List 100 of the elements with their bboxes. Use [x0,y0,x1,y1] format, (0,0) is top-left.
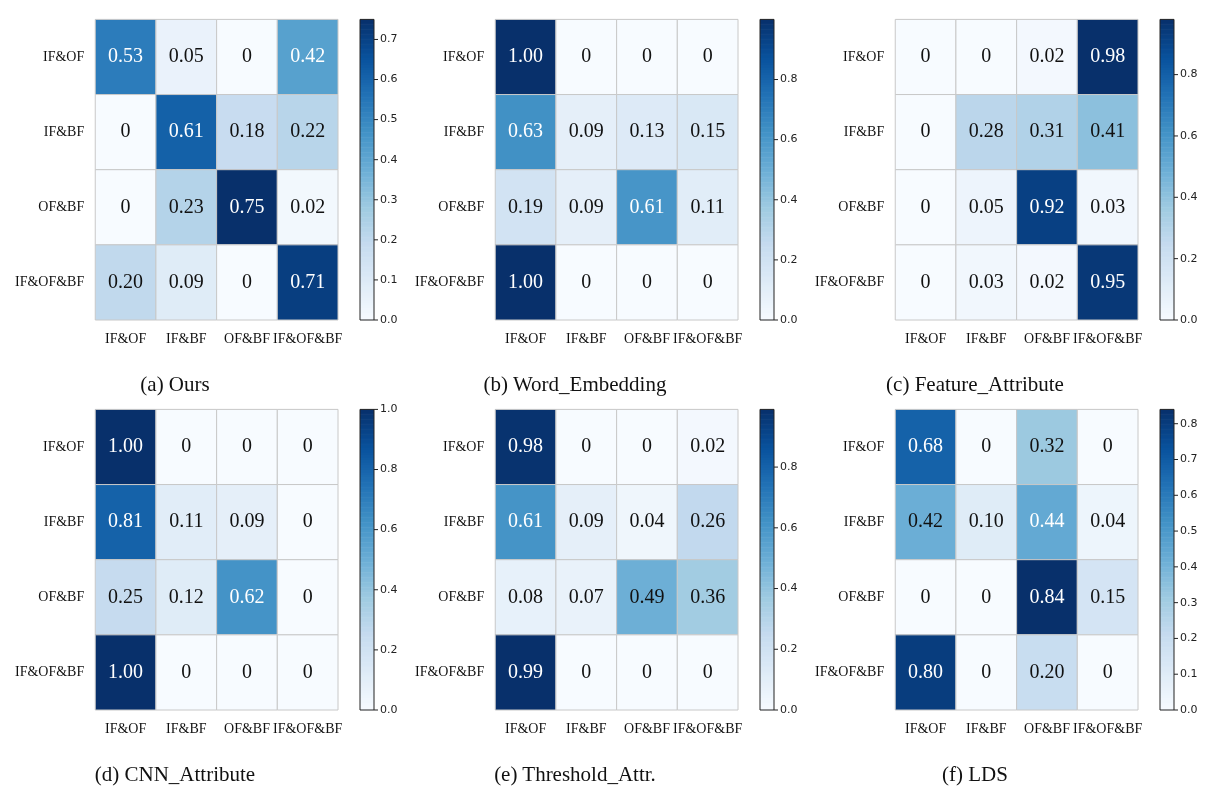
data-label: 0.42 [290,44,326,67]
data-label: 0.02 [290,194,326,217]
x-tick-label: OF&BF [224,721,271,737]
y-tick-label: IF&OF&BF [15,664,85,680]
x-tick-label: OF&BF [1024,721,1071,737]
text: (e) Threshold_Attr. [494,761,656,786]
data-label: 0.09 [568,509,604,532]
color-bar-label: 0.6 [780,520,798,534]
color-bar-label: 0.0 [1180,312,1198,326]
data-label: 0 [1102,434,1113,457]
data-label: 0 [581,269,592,292]
data-label: 0.09 [568,194,604,217]
color-bar-label: 0.6 [380,72,398,86]
text: (d) CNN_Attribute [94,761,256,786]
data-label: 0.02 [690,434,726,457]
x-tick-label: IF&OF [104,721,147,737]
data-label: 0 [241,269,252,292]
color-bar-label: 0.8 [380,462,398,476]
color-bar-label: 0.3 [1180,595,1198,609]
x-tick-label: IF&BF [566,331,607,347]
color-bar-label: 0.6 [780,132,798,146]
x-tick-label: OF&BF [1024,331,1071,347]
data-label: 0.95 [1090,269,1126,292]
y-tick-label: OF&BF [38,198,85,214]
x-tick-label: IF&BF [566,721,607,737]
data-label: 0.15 [1090,584,1126,607]
color-bar-label: 0.1 [1180,667,1198,681]
x-tick-label: IF&OF&BF [273,331,343,347]
data-label: 0.28 [968,119,1004,142]
y-tick-label: IF&OF [43,438,85,454]
data-label: 0.02 [1029,269,1065,292]
data-label: 0.04 [629,509,665,532]
data-label: 0.41 [1090,119,1126,142]
data-label: 0.02 [1029,44,1065,67]
x-tick-label: IF&OF&BF [673,331,743,347]
data-label: 0.09 [229,509,265,532]
data-label: 0.11 [690,194,725,217]
x-tick-label: IF&BF [166,331,207,347]
color-bar-label: 0.6 [380,522,398,536]
color-bar-label: 0.1 [380,272,398,286]
color-bar-label: 0.0 [780,702,798,716]
data-label: 0.36 [690,584,726,607]
data-label: 0 [581,659,592,682]
color-bar-label: 0.0 [780,312,798,326]
color-bar-label: 0.8 [780,72,798,86]
data-label: 0.62 [229,584,265,607]
color-bar-label: 0.2 [780,642,798,656]
data-label: 0 [702,659,713,682]
data-label: 0.49 [629,584,665,607]
y-tick-label: OF&BF [838,588,885,604]
color-bar-label: 0.2 [380,232,398,246]
data-label: 0.08 [508,584,544,607]
data-label: 0 [241,434,252,457]
data-label: 0.42 [908,509,944,532]
color-bar-label: 0.8 [780,459,798,473]
y-tick-label: IF&BF [443,513,485,529]
data-label: 0 [920,269,931,292]
data-label: 0 [641,659,652,682]
color-bar-label: 0.0 [380,312,398,326]
color-bar-label: 0.4 [780,581,798,595]
data-label: 0 [702,269,713,292]
data-label: 0.80 [908,659,944,682]
data-label: 0 [920,119,931,142]
y-tick-label: OF&BF [438,198,485,214]
data-label: 0 [302,659,313,682]
y-tick-label: IF&BF [443,123,485,139]
y-tick-label: IF&OF&BF [15,274,85,290]
y-tick-label: IF&BF [843,123,885,139]
data-label: 0.20 [108,269,144,292]
data-label: 0.13 [629,119,665,142]
data-label: 0 [181,659,192,682]
color-bar-label: 0.3 [380,192,398,206]
x-tick-label: IF&OF&BF [1073,721,1143,737]
data-label: 0 [641,434,652,457]
data-label: 0 [702,44,713,67]
text: (c) Feature_Attribute [886,371,1064,396]
x-tick-label: IF&BF [966,331,1007,347]
data-label: 0.31 [1029,119,1065,142]
data-label: 0.07 [568,584,604,607]
data-label: 0 [920,194,931,217]
x-tick-label: IF&OF [904,721,947,737]
data-label: 0 [641,44,652,67]
x-tick-label: IF&OF [904,331,947,347]
y-tick-label: IF&OF [43,48,85,64]
data-label: 0.11 [169,509,204,532]
color-bar-label: 0.7 [380,32,398,46]
color-bar-label: 0.0 [380,702,398,716]
y-tick-label: IF&BF [43,123,85,139]
x-tick-label: IF&BF [166,721,207,737]
data-label: 0.61 [508,509,544,532]
data-label: 0.18 [229,119,265,142]
color-bar-label: 1.0 [380,402,398,416]
data-label: 0 [302,434,313,457]
data-label: 0.10 [968,509,1004,532]
y-tick-label: OF&BF [838,198,885,214]
data-label: 0.44 [1029,509,1065,532]
data-label: 0.92 [1029,194,1065,217]
data-label: 0 [920,584,931,607]
x-tick-label: OF&BF [624,331,671,347]
data-label: 0 [302,509,313,532]
